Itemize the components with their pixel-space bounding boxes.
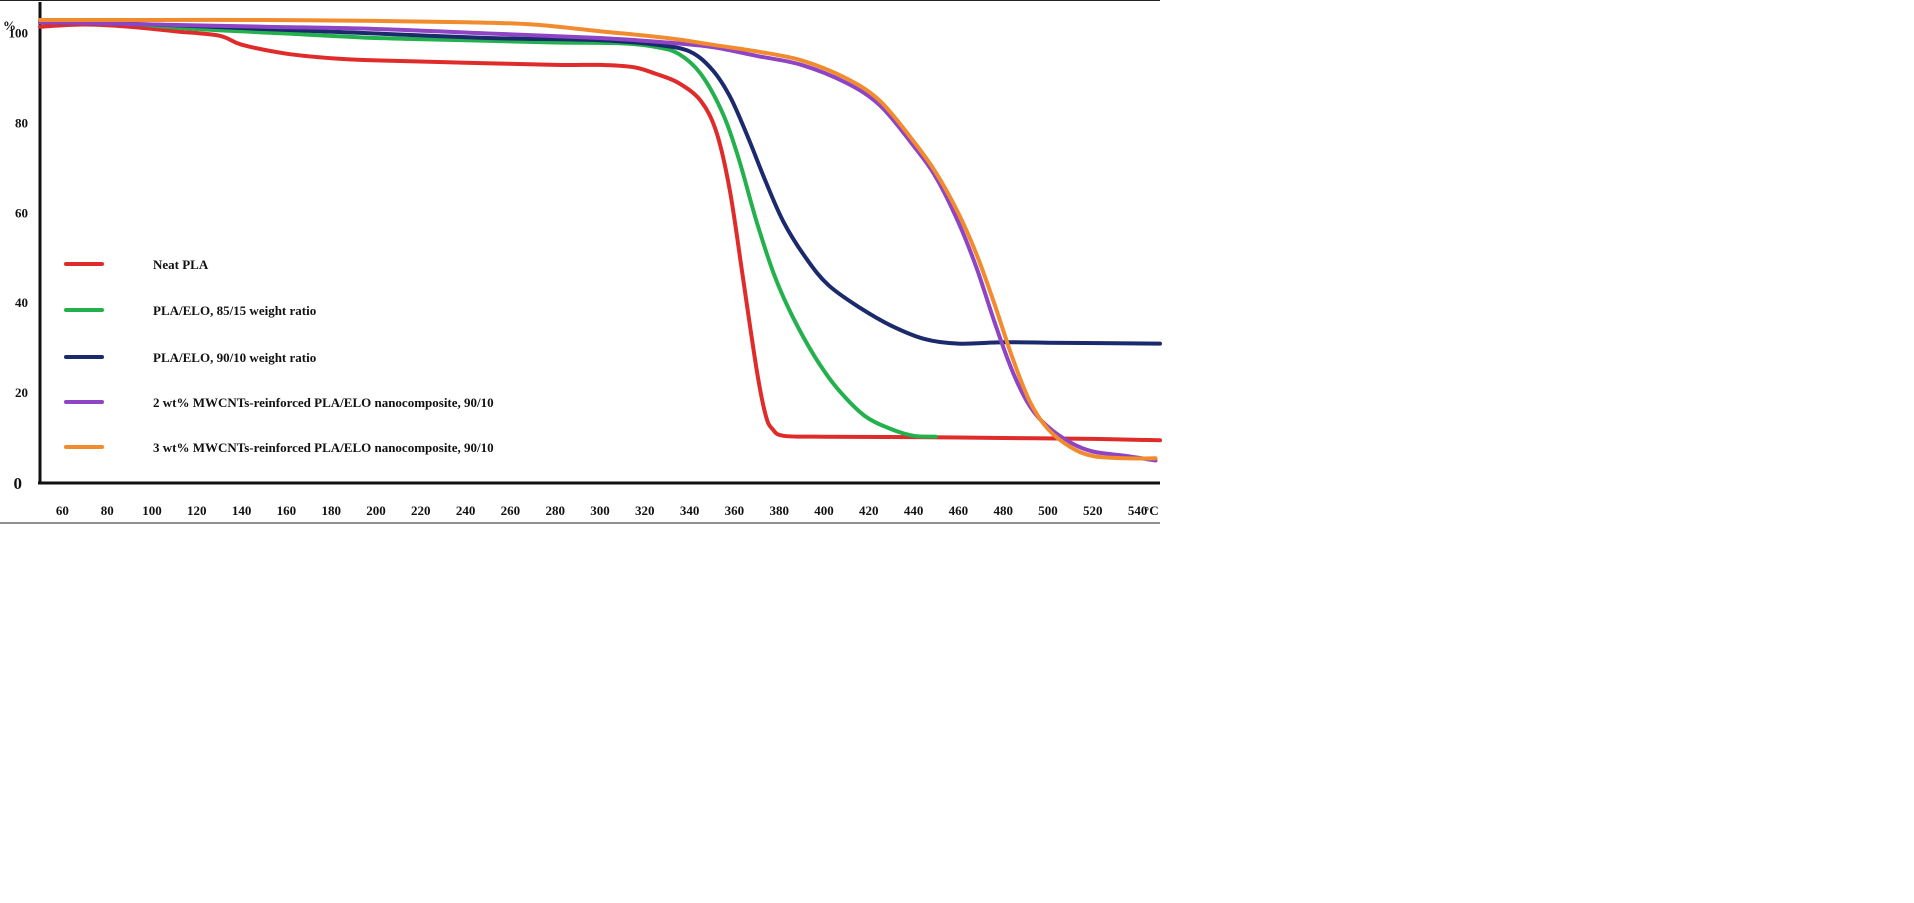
x-tick-label-260: 260 [501, 503, 521, 518]
plot-frame [0, 0, 1160, 524]
x-tick-label-460: 460 [949, 503, 969, 518]
legend-label-4: 2 wt% MWCNTs-reinforced PLA/ELO nanocomp… [153, 395, 494, 410]
x-tick-label-520: 520 [1083, 503, 1103, 518]
x-tick-label-540: 540 [1128, 503, 1148, 518]
x-tick-label-200: 200 [366, 503, 386, 518]
x-tick-label-500: 500 [1038, 503, 1058, 518]
x-axis-label: °C [1144, 503, 1159, 518]
x-tick-label-220: 220 [411, 503, 431, 518]
x-tick-label-280: 280 [545, 503, 565, 518]
legend-label-3: PLA/ELO, 90/10 weight ratio [153, 350, 316, 365]
y-tick-label-60: 60 [15, 205, 28, 220]
x-tick-label-180: 180 [321, 503, 341, 518]
x-tick-label-240: 240 [456, 503, 476, 518]
x-tick-label-160: 160 [277, 503, 297, 518]
y-tick-label-80: 80 [15, 115, 28, 130]
y-tick-label-100: 100 [9, 25, 29, 40]
x-tick-label-320: 320 [635, 503, 655, 518]
series-line-1 [38, 22, 1162, 443]
series-group [38, 17, 1162, 463]
y-axis-label: % [3, 18, 16, 33]
legend: Neat PLA PLA/ELO, 85/15 weight ratio PLA/E… [64, 257, 494, 455]
y-tick-label-40: 40 [15, 295, 28, 310]
x-tick-label-400: 400 [814, 503, 834, 518]
y-tick-label-0: 0 [14, 474, 23, 493]
x-tick-label-420: 420 [859, 503, 879, 518]
x-tick-label-80: 80 [101, 503, 114, 518]
legend-label-5: 3 wt% MWCNTs-reinforced PLA/ELO nanocomp… [153, 440, 494, 455]
series-line-2 [38, 18, 938, 439]
x-tick-label-120: 120 [187, 503, 207, 518]
x-tick-label-380: 380 [769, 503, 789, 518]
x-tick-label-340: 340 [680, 503, 700, 518]
x-tick-label-480: 480 [993, 503, 1013, 518]
x-axis-ticks: 60 80 100 120 140 160 180 200 220 240 260 280 300 320… [56, 503, 1147, 518]
x-tick-label-300: 300 [590, 503, 610, 518]
legend-label-2: PLA/ELO, 85/15 weight ratio [153, 303, 316, 318]
x-tick-label-360: 360 [725, 503, 745, 518]
series-line-5 [38, 17, 1158, 461]
x-tick-label-60: 60 [56, 503, 69, 518]
y-tick-label-20: 20 [15, 385, 28, 400]
legend-label-1: Neat PLA [153, 257, 209, 272]
y-axis-ticks: 0 20 40 60 80 100 [9, 25, 29, 493]
series-line-3 [38, 20, 1162, 346]
x-tick-label-100: 100 [142, 503, 162, 518]
x-tick-label-440: 440 [904, 503, 924, 518]
x-tick-label-140: 140 [232, 503, 252, 518]
